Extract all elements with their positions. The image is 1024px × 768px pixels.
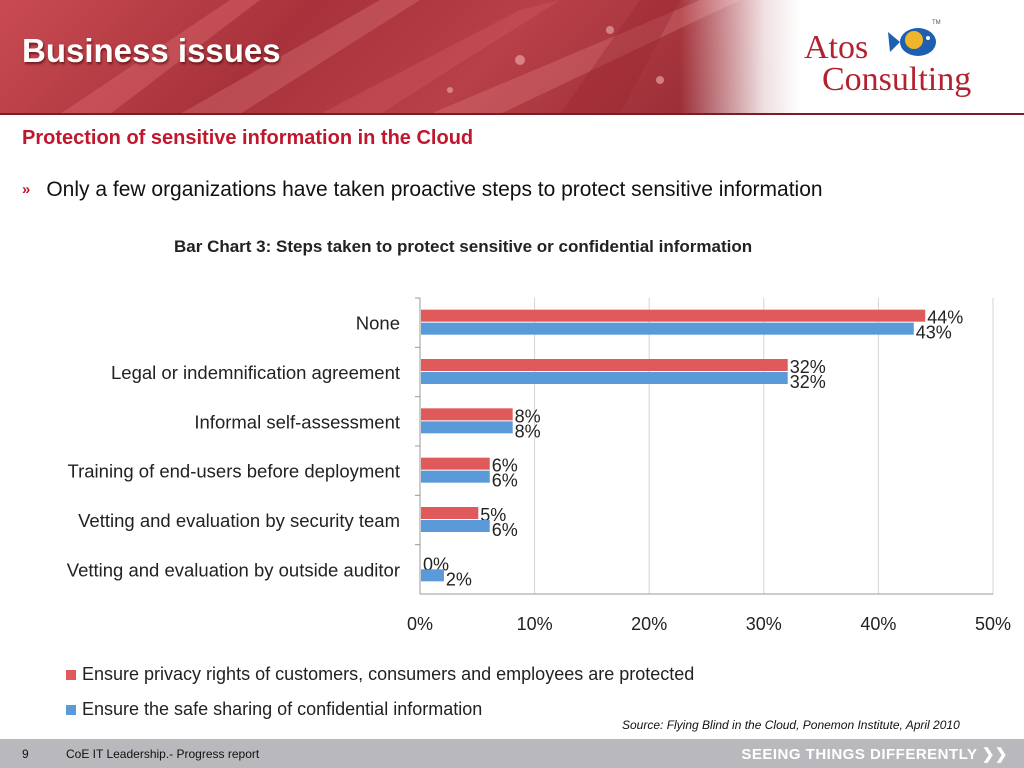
bar: [421, 372, 788, 384]
header-banner: [0, 0, 800, 114]
bar: [421, 569, 444, 582]
data-label: 6%: [492, 456, 518, 476]
slide-subtitle: Protection of sensitive information in t…: [22, 127, 474, 149]
data-label: 43%: [916, 323, 952, 343]
logo-graphic: Atos Consulting TM: [804, 20, 971, 98]
data-label: 6%: [492, 520, 518, 540]
chart-title: Bar Chart 3: Steps taken to protect sens…: [174, 237, 753, 256]
bar: [421, 507, 479, 519]
legend-label-privacy: Ensure privacy rights of customers, cons…: [82, 664, 695, 684]
legend-swatch-red: [66, 669, 76, 680]
x-tick-label: 20%: [631, 614, 667, 634]
bullet-item: » Only a few organizations have taken pro…: [22, 178, 823, 202]
atos-consulting-logo: Atos Consulting TM: [800, 14, 1010, 104]
category-label: Informal self-assessment: [194, 411, 400, 432]
legend-item-sharing: Ensure the safe sharing of confidential …: [66, 699, 482, 720]
x-tick-label: 10%: [517, 614, 553, 634]
legend-item-privacy: Ensure privacy rights of customers, cons…: [66, 664, 694, 685]
category-label: Vetting and evaluation by outside audito…: [67, 559, 400, 580]
bar: [421, 408, 513, 421]
bar: [421, 457, 490, 470]
source-note: Source: Flying Blind in the Cloud, Ponem…: [622, 718, 960, 732]
x-tick-label: 0%: [407, 614, 433, 634]
bar-chart: 0% 10% 20% 30% 40% 50% None 44%43% Legal or inde…: [67, 297, 1011, 634]
bar: [421, 322, 914, 335]
data-label: 2%: [446, 569, 472, 589]
bullet-marker: »: [22, 181, 31, 198]
footer-tagline: SEEING THINGS DIFFERENTLY ❯❯: [741, 746, 1008, 763]
category-label: Training of end-users before deployment: [67, 461, 400, 482]
bar: [421, 470, 490, 483]
banner-fade: [680, 0, 800, 114]
slide-title: Business issues: [22, 32, 281, 69]
bar: [421, 520, 490, 532]
bullet-text: Only a few organizations have taken proa…: [46, 178, 823, 201]
slide-footer: 9 CoE IT Leadership.- Progress report SE…: [0, 739, 1024, 768]
data-label: 8%: [515, 421, 541, 441]
header-divider: [0, 113, 1024, 115]
bar: [421, 359, 788, 371]
data-label: 44%: [927, 308, 963, 328]
bar: [421, 309, 926, 322]
x-tick-label: 40%: [860, 614, 896, 634]
fish-icon: [888, 28, 936, 56]
page-number: 9: [22, 747, 29, 761]
category-label: Vetting and evaluation by security team: [78, 510, 400, 531]
data-label: 32%: [790, 372, 826, 392]
legend-label-sharing: Ensure the safe sharing of confidential …: [82, 699, 483, 719]
x-tick-label: 50%: [975, 614, 1011, 634]
category-label: Legal or indemnification agreement: [111, 362, 400, 383]
data-label: 6%: [492, 471, 518, 491]
data-label: 32%: [790, 357, 826, 377]
slide-header: Business issues Atos Consulting TM: [0, 0, 1024, 115]
logo-line1: Atos: [804, 29, 868, 66]
logo-line2: Consulting: [822, 61, 971, 98]
legend-swatch-blue: [66, 704, 76, 715]
bar: [421, 421, 513, 434]
logo-trademark: TM: [932, 20, 941, 26]
x-tick-label: 30%: [746, 614, 782, 634]
footer-text: CoE IT Leadership.- Progress report: [66, 747, 260, 761]
banner-leaves: [60, 0, 740, 114]
data-label: 8%: [515, 406, 541, 426]
category-label: None: [356, 313, 400, 334]
